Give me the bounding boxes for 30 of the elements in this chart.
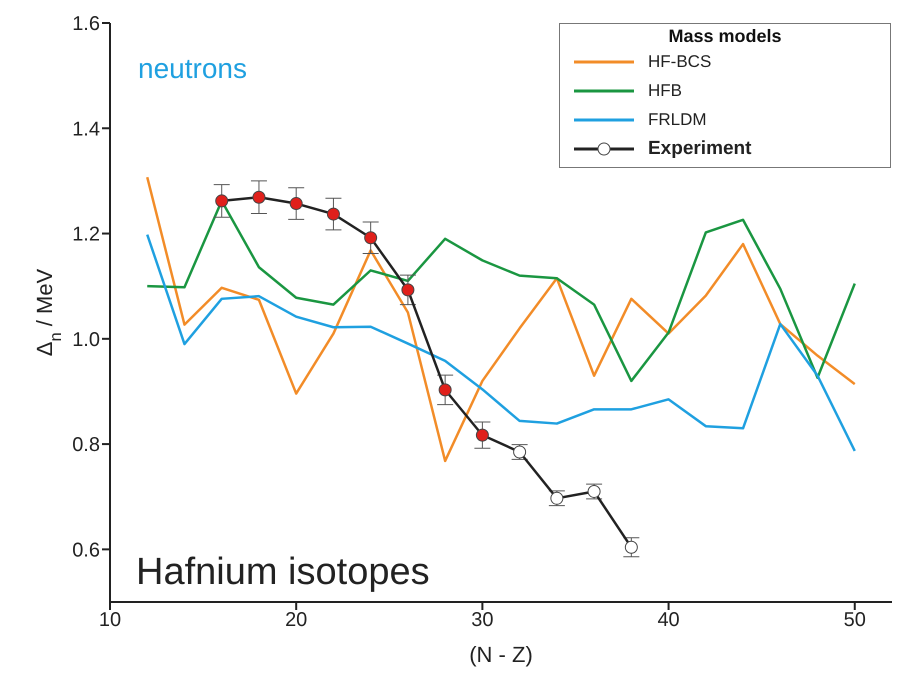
y-tick-label: 1.0 <box>72 328 100 351</box>
x-axis-title: (N - Z) <box>469 642 533 667</box>
x-tick-label: 40 <box>657 609 680 632</box>
y-tick-label: 1.2 <box>72 224 100 246</box>
y-tick-label: 0.8 <box>72 434 100 456</box>
point <box>215 194 228 208</box>
y-tick-label: 0.6 <box>72 539 100 562</box>
x-tick-label: 20 <box>285 609 308 632</box>
point <box>476 428 489 442</box>
point <box>326 208 340 221</box>
point <box>438 383 452 396</box>
point <box>290 197 303 210</box>
y-tick-label: 1.4 <box>72 118 100 140</box>
legend-label: FRLDM <box>648 110 707 130</box>
line-series <box>146 233 856 452</box>
legend-label: HFB <box>648 80 682 100</box>
legend-label: Experiment <box>648 138 752 160</box>
point <box>252 190 266 204</box>
x-tick-label: 30 <box>471 609 494 632</box>
annotation: neutrons <box>138 53 247 84</box>
y-tick-label: 1.6 <box>72 13 100 36</box>
point <box>401 283 414 296</box>
x-tick-label: 10 <box>98 609 122 632</box>
point <box>624 540 638 554</box>
legend-label: HF-BCS <box>648 52 712 72</box>
annotation: Hafnium isotopes <box>136 551 430 593</box>
legend-title: Mass models <box>667 26 783 47</box>
point <box>364 231 378 244</box>
x-tick-label: 50 <box>844 609 866 632</box>
line-series <box>146 176 856 462</box>
